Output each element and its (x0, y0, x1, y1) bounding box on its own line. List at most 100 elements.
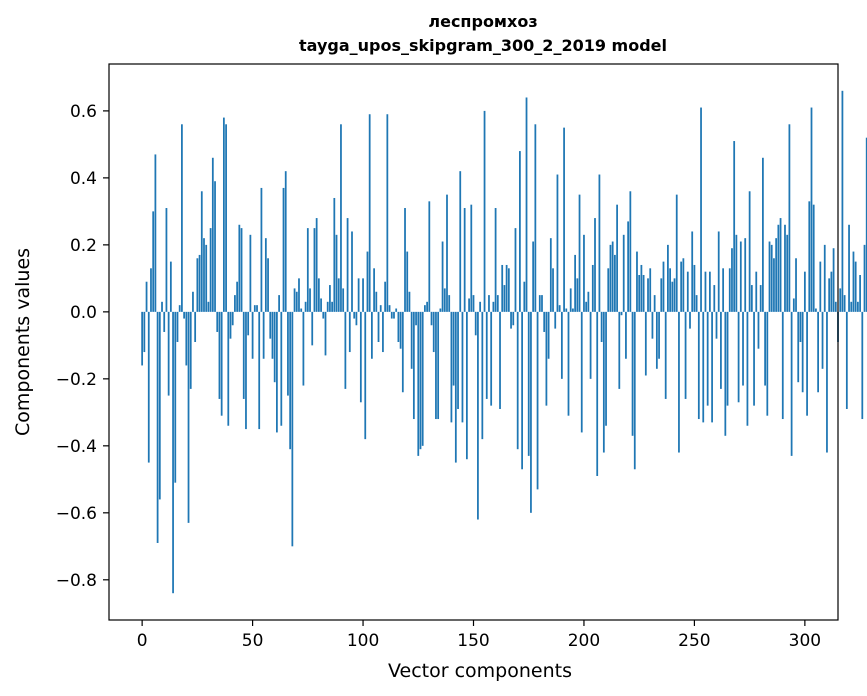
bar (728, 268, 731, 312)
bar (205, 244, 208, 312)
bar (715, 311, 718, 339)
bar (525, 97, 528, 312)
bar (691, 231, 694, 312)
bar (368, 114, 371, 312)
bar (488, 295, 490, 312)
bar (598, 174, 601, 312)
bar (461, 311, 464, 423)
bar (841, 90, 844, 312)
bar (527, 311, 530, 456)
bar (711, 311, 713, 423)
bar (627, 221, 630, 312)
y-tick-label: 0.6 (70, 102, 97, 122)
bar (839, 288, 842, 312)
bar (452, 311, 455, 386)
bar (516, 311, 519, 450)
bar (797, 311, 800, 383)
bar (143, 311, 146, 353)
bar (726, 311, 729, 406)
bar (649, 268, 652, 312)
bar (225, 124, 227, 312)
bar (830, 271, 833, 312)
bar (271, 311, 274, 359)
bar (189, 311, 192, 389)
bar (658, 311, 660, 359)
bar (644, 311, 647, 376)
bar (848, 224, 850, 312)
bar (583, 234, 585, 312)
bar (262, 311, 265, 359)
bar (384, 281, 387, 312)
bar (815, 308, 817, 312)
bar (313, 228, 316, 312)
bar (234, 295, 236, 312)
bar (852, 251, 855, 312)
bar (587, 291, 590, 312)
bar (174, 311, 177, 483)
bar (748, 191, 751, 312)
bar (739, 241, 742, 312)
bar (530, 311, 532, 513)
bar (373, 268, 375, 312)
bar (556, 174, 559, 312)
bar (768, 241, 771, 312)
bar (490, 311, 493, 406)
bar (803, 271, 806, 312)
bar (762, 157, 764, 312)
bar (686, 271, 689, 312)
bar (722, 268, 725, 312)
chart-title: леспромхоз (428, 12, 537, 31)
bar (832, 248, 835, 312)
bar (720, 311, 722, 389)
bar (585, 301, 588, 312)
bar (198, 254, 201, 312)
bar (770, 244, 773, 312)
y-tick-label: 0.0 (70, 303, 97, 323)
bar (200, 191, 203, 312)
bar (355, 311, 358, 326)
bar (737, 311, 740, 403)
x-tick-label: 0 (137, 631, 148, 651)
bar (185, 311, 188, 366)
bar (647, 278, 649, 312)
bar (417, 311, 420, 456)
bar (545, 311, 548, 406)
bar (291, 311, 294, 547)
bar (377, 311, 380, 342)
bar (408, 291, 411, 312)
y-tick-label: −0.6 (56, 504, 97, 524)
bar (682, 258, 685, 312)
bar (335, 234, 338, 312)
y-tick-label: −0.2 (56, 370, 97, 390)
bar (724, 311, 727, 436)
bar (572, 308, 574, 312)
bar (594, 218, 596, 312)
bar (468, 298, 470, 312)
bar (854, 261, 857, 312)
x-axis: 0 50 100 150 200 250 300 (137, 620, 821, 651)
bar (834, 301, 837, 312)
bar (865, 137, 867, 312)
bar (183, 311, 185, 319)
bar (207, 301, 210, 312)
bar (194, 311, 197, 342)
bar (441, 241, 444, 312)
bar (607, 268, 610, 312)
bar (388, 305, 391, 312)
bar (390, 311, 393, 319)
bar (176, 311, 179, 342)
bar (812, 204, 815, 312)
bar (229, 311, 232, 339)
bar (311, 311, 314, 346)
bar (435, 311, 437, 420)
bar (653, 295, 656, 312)
bar (412, 311, 415, 420)
bar (684, 311, 687, 399)
bar (781, 311, 784, 420)
bar (362, 278, 364, 312)
y-tick-label: 0.2 (70, 236, 97, 256)
bar (492, 301, 495, 312)
bar (167, 311, 170, 396)
bar (145, 281, 148, 312)
bar (576, 278, 579, 312)
